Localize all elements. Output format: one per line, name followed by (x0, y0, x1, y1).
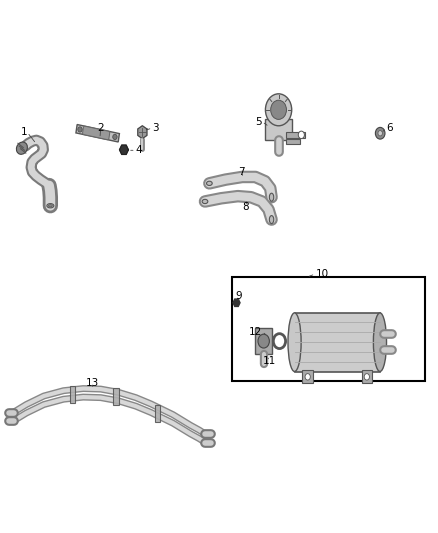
Text: 13: 13 (86, 378, 99, 387)
Circle shape (305, 374, 310, 380)
Bar (155, 405, 160, 422)
Bar (362, 370, 372, 383)
Text: 6: 6 (386, 123, 393, 133)
Text: 3: 3 (152, 123, 159, 133)
Bar (265, 119, 292, 140)
Bar (286, 139, 300, 144)
Text: 1: 1 (21, 127, 27, 137)
Text: 7: 7 (238, 167, 245, 176)
Bar (255, 328, 272, 354)
Text: 8: 8 (242, 202, 249, 212)
Bar (113, 388, 119, 405)
Bar (286, 132, 305, 138)
Ellipse shape (47, 204, 54, 208)
Bar (232, 277, 425, 381)
FancyBboxPatch shape (83, 126, 110, 140)
Polygon shape (120, 145, 128, 155)
Circle shape (378, 131, 382, 136)
Ellipse shape (269, 215, 274, 224)
Polygon shape (233, 299, 240, 306)
Text: 9: 9 (235, 292, 242, 301)
Circle shape (78, 127, 82, 132)
Text: 10: 10 (315, 269, 328, 279)
Bar (76, 125, 120, 142)
Circle shape (364, 374, 369, 380)
Text: 5: 5 (255, 117, 262, 126)
Text: 4: 4 (136, 146, 142, 155)
Circle shape (375, 127, 385, 139)
Text: 11: 11 (263, 357, 276, 366)
Circle shape (271, 100, 286, 119)
Ellipse shape (202, 199, 208, 204)
Circle shape (113, 134, 117, 140)
Polygon shape (138, 126, 147, 139)
Ellipse shape (373, 313, 387, 372)
Ellipse shape (207, 181, 212, 185)
Text: 2: 2 (97, 123, 104, 133)
Ellipse shape (269, 193, 274, 201)
Circle shape (258, 334, 269, 348)
Bar (294, 313, 380, 372)
Circle shape (298, 131, 304, 139)
Bar (70, 386, 75, 403)
Circle shape (265, 94, 292, 126)
Ellipse shape (49, 205, 53, 207)
Bar (302, 370, 313, 383)
Text: 12: 12 (249, 327, 262, 336)
Ellipse shape (16, 142, 28, 155)
Ellipse shape (288, 313, 301, 372)
